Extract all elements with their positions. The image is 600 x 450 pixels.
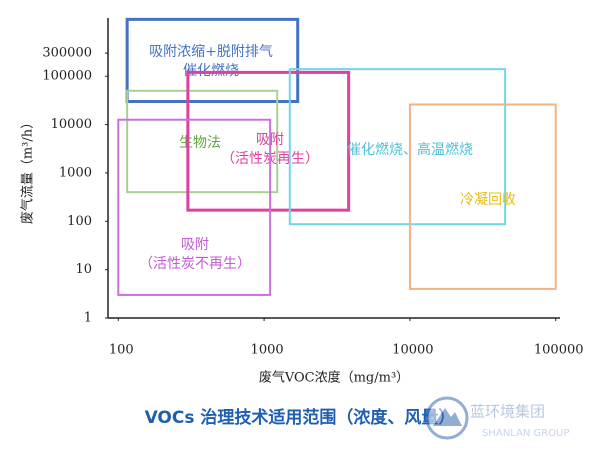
x-tick-label: 100	[109, 343, 134, 358]
box-label: 生物法	[179, 135, 221, 151]
range-box	[186, 70, 351, 212]
y-tick-label: 300000	[42, 46, 92, 61]
x-axis-label: 废气VOC浓度（mg/m³）	[259, 370, 409, 386]
box-label: 催化燃烧	[183, 62, 239, 79]
x-tick-label: 1000	[251, 343, 284, 358]
range-box	[125, 17, 300, 104]
range-box	[288, 68, 507, 226]
box-label: 吸附	[181, 237, 209, 253]
watermark: 蓝环境集团 SHANLAN GROUP	[425, 396, 569, 440]
y-tick-label: 100	[67, 214, 92, 229]
y-tick-label: 10	[75, 262, 92, 277]
y-tick-label: 1	[84, 311, 92, 326]
footer-title: VOCs 治理技术适用范围（浓度、风量）	[145, 407, 456, 428]
x-tick-label: 10000	[392, 343, 433, 358]
box-label: 冷凝回收	[460, 192, 516, 208]
watermark-text: 蓝环境集团	[470, 403, 545, 421]
x-tick-label: 100000	[534, 343, 584, 358]
range-box	[117, 118, 272, 296]
y-tick-label: 10000	[51, 117, 92, 132]
watermark-logo-mountain	[433, 408, 462, 426]
watermark-subtext: SHANLAN GROUP	[482, 428, 569, 439]
box-label: 吸附浓缩+脱附排气	[149, 44, 273, 60]
y-tick-label: 100000	[42, 69, 92, 84]
y-axis-label: 废气流量（m³/h）	[20, 116, 36, 224]
y-tick-label: 1000	[59, 165, 92, 180]
box-label: （活性炭不再生）	[139, 256, 251, 272]
range-box	[408, 103, 557, 290]
range-box	[126, 89, 279, 194]
